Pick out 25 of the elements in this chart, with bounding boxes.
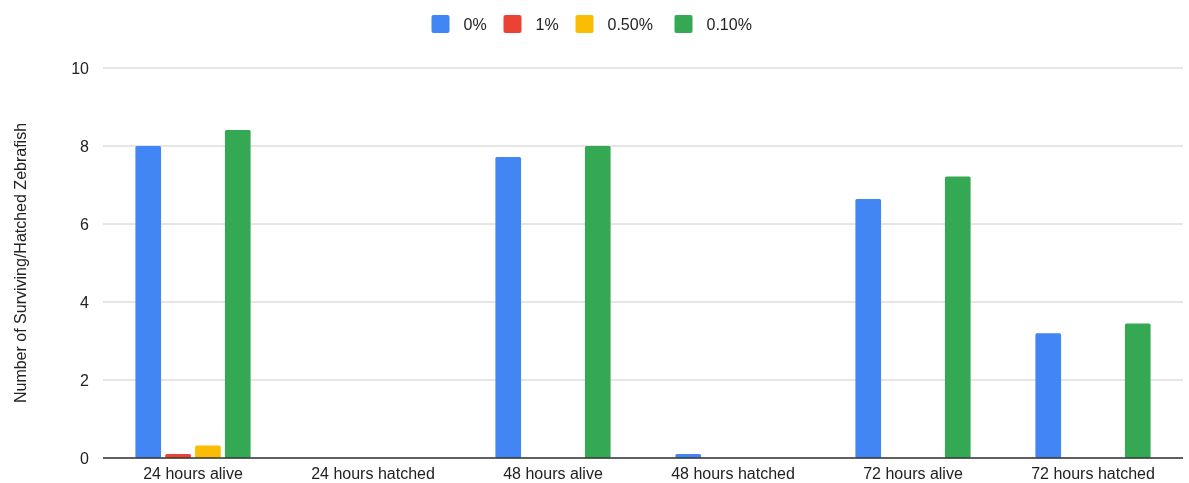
y-tick-label: 8 (80, 137, 90, 155)
bar (224, 130, 251, 458)
y-tick-label: 0 (80, 449, 90, 467)
y-tick-label: 10 (71, 59, 90, 77)
x-tick-label: 24 hours alive (143, 465, 243, 482)
x-tick-label: 48 hours hatched (671, 465, 795, 482)
legend-label: 1% (535, 15, 559, 33)
bar (584, 146, 611, 458)
x-tick-label: 72 hours hatched (1031, 465, 1155, 482)
y-tick-label: 2 (80, 371, 90, 389)
bar (944, 176, 971, 458)
x-tick-label: 24 hours hatched (311, 465, 435, 482)
bar (135, 146, 162, 458)
y-tick-label: 4 (80, 293, 90, 311)
bar (855, 199, 882, 458)
x-tick-label: 72 hours alive (863, 465, 963, 482)
y-axis-title: Number of Surviving/Hatched Zebrafish (12, 122, 29, 404)
bar (1035, 333, 1062, 458)
bar (495, 156, 522, 458)
legend-label: 0% (463, 15, 487, 33)
legend-label: 0.10% (706, 15, 752, 33)
bar (1124, 323, 1151, 458)
x-tick-label: 48 hours alive (503, 465, 603, 482)
legend-label: 0.50% (607, 15, 653, 33)
y-tick-label: 6 (80, 215, 90, 233)
